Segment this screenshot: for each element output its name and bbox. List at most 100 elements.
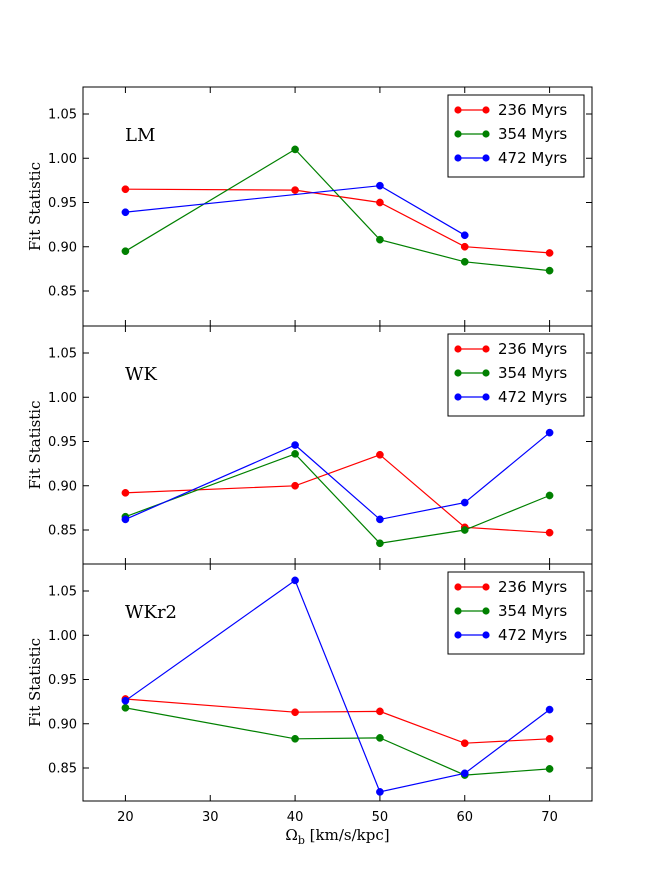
legend-marker <box>454 345 462 353</box>
legend-label: 236 Myrs <box>498 578 567 596</box>
panel-wk: 0.85 0.90 0.95 1.00 1.05 Fit Statistic WK 236 M… <box>26 325 593 565</box>
series-group <box>121 428 554 548</box>
data-point <box>460 257 469 266</box>
y-tick-label: 0.95 <box>48 673 77 688</box>
panel-wkr2: 0.85 0.90 0.95 1.00 1.05 Fit Statistic WKr2 236… <box>26 563 593 802</box>
legend-label: 472 Myrs <box>498 626 567 644</box>
legend-marker <box>482 369 490 377</box>
panel-title: LM <box>125 125 155 146</box>
data-point <box>545 734 554 743</box>
data-point <box>291 576 299 585</box>
y-tick-label: 1.05 <box>48 347 77 362</box>
data-point <box>545 428 554 437</box>
data-point <box>376 198 384 207</box>
series-line-472 <box>125 432 550 521</box>
y-tick-label: 0.95 <box>48 435 77 450</box>
x-tick-label: 70 <box>541 810 558 825</box>
data-point <box>460 498 469 507</box>
panel-title: WKr2 <box>125 602 177 623</box>
data-point <box>376 181 384 190</box>
data-point <box>376 788 384 796</box>
y-tick-label: 0.95 <box>48 196 77 211</box>
data-point <box>460 242 469 251</box>
y-tick-label: 0.85 <box>48 524 77 539</box>
data-point <box>121 185 130 194</box>
y-axis-label: Fit Statistic <box>26 401 44 490</box>
legend-marker <box>482 106 490 114</box>
panel-lm: 0.85 0.90 0.95 1.00 1.05 Fit Statistic LM 236 M… <box>26 86 593 327</box>
data-point <box>545 491 554 500</box>
y-tick-label: 0.85 <box>48 762 77 777</box>
x-axis-label: Ωb [km/s/kpc] <box>285 826 389 847</box>
data-point <box>291 481 299 490</box>
series-group <box>121 145 554 275</box>
legend: 236 Myrs 354 Myrs 472 Myrs <box>447 571 585 655</box>
y-tick-label: 1.00 <box>48 391 77 406</box>
y-tick-label: 0.90 <box>48 717 77 732</box>
legend-label: 472 Myrs <box>498 388 567 406</box>
data-point <box>460 526 469 534</box>
legend-marker <box>482 393 490 401</box>
data-point <box>376 235 384 244</box>
data-point <box>291 708 299 717</box>
data-point <box>545 266 554 275</box>
legend-marker <box>454 631 462 639</box>
data-point <box>376 450 384 459</box>
legend-marker <box>454 130 462 138</box>
legend-marker <box>482 583 490 591</box>
legend-marker <box>482 631 490 639</box>
x-tick-label: 40 <box>287 810 304 825</box>
legend-marker <box>482 154 490 162</box>
x-tick-label: 60 <box>456 810 473 825</box>
data-point <box>291 734 299 743</box>
legend-label: 472 Myrs <box>498 149 567 167</box>
legend: 236 Myrs 354 Myrs 472 Myrs <box>447 94 585 178</box>
legend-marker <box>454 393 462 401</box>
y-tick-label: 1.05 <box>48 585 77 600</box>
legend-marker <box>454 607 462 615</box>
data-point <box>460 231 469 240</box>
legend-box <box>447 94 585 178</box>
y-tick-label: 0.90 <box>48 240 77 255</box>
data-point <box>121 515 130 524</box>
data-point <box>376 707 384 716</box>
data-point <box>545 528 554 537</box>
panel-title: WK <box>125 364 158 385</box>
y-tick-label: 1.00 <box>48 629 77 644</box>
legend-box <box>447 571 585 655</box>
legend-label: 354 Myrs <box>498 364 567 382</box>
data-point <box>460 769 469 778</box>
data-point <box>376 515 384 524</box>
legend-marker <box>482 130 490 138</box>
legend-marker <box>454 583 462 591</box>
data-point <box>545 249 554 257</box>
data-point <box>121 703 130 712</box>
y-axis-label: Fit Statistic <box>26 638 44 727</box>
y-tick-label: 1.05 <box>48 108 77 123</box>
x-tick-label: 50 <box>372 810 389 825</box>
data-point <box>376 734 384 742</box>
legend-label: 354 Myrs <box>498 602 567 620</box>
legend-marker <box>482 607 490 615</box>
legend-label: 236 Myrs <box>498 101 567 119</box>
data-point <box>291 450 299 458</box>
data-point <box>291 145 299 154</box>
legend-label: 354 Myrs <box>498 125 567 143</box>
data-point <box>545 705 554 714</box>
legend-marker <box>454 154 462 162</box>
panel-frame <box>82 563 593 802</box>
legend-marker <box>454 369 462 377</box>
y-axis-label: Fit Statistic <box>26 162 44 251</box>
data-point <box>460 739 469 748</box>
data-point <box>121 488 130 497</box>
data-point <box>376 539 384 548</box>
data-point <box>121 208 130 217</box>
legend: 236 Myrs 354 Myrs 472 Myrs <box>447 333 585 417</box>
y-tick-label: 1.00 <box>48 152 77 167</box>
legend-box <box>447 333 585 417</box>
y-tick-label: 0.90 <box>48 479 77 494</box>
series-line-354 <box>125 707 550 776</box>
legend-marker <box>482 345 490 353</box>
data-point <box>291 186 299 194</box>
data-point <box>545 765 554 773</box>
